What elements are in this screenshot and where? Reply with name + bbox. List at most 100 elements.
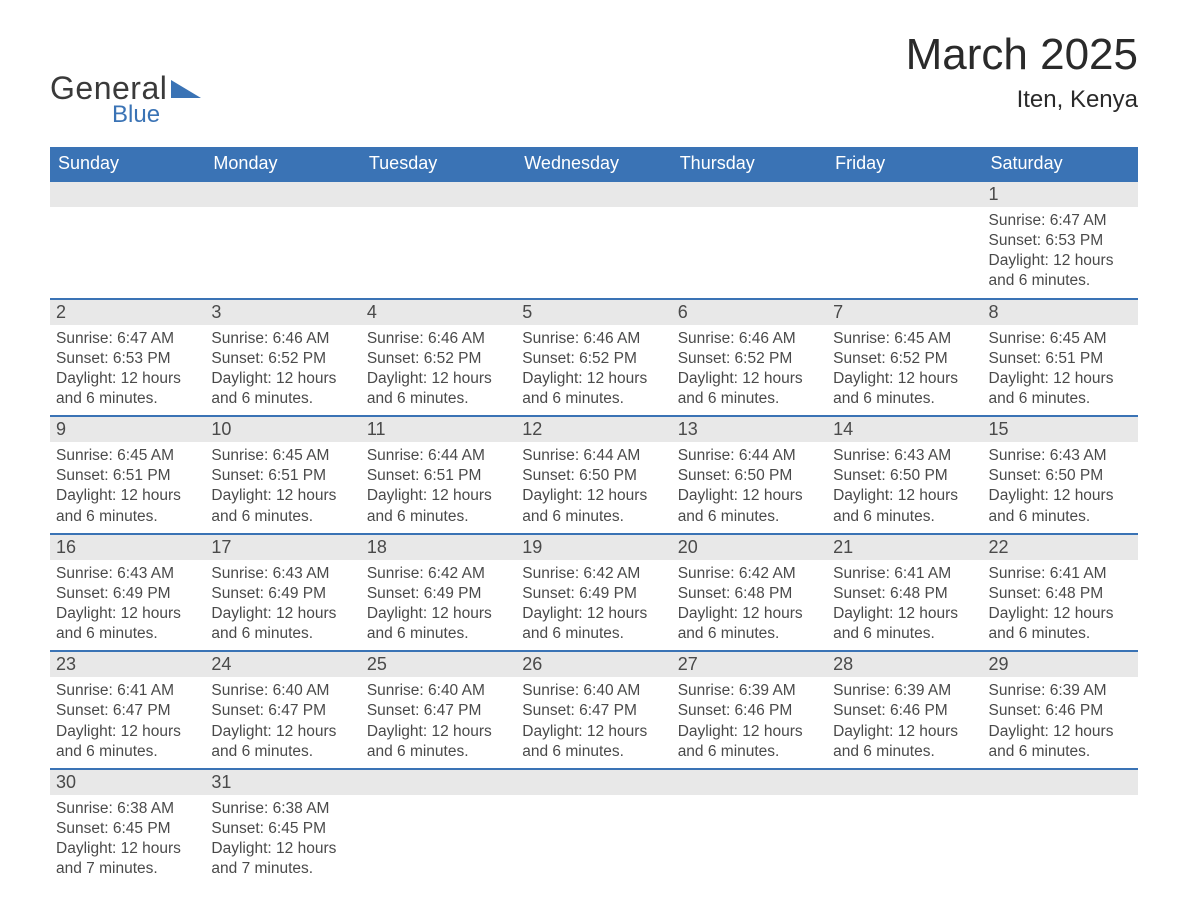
day-number [50, 182, 205, 207]
calendar-day-cell: 30Sunrise: 6:38 AMSunset: 6:45 PMDayligh… [50, 769, 205, 886]
day-body: Sunrise: 6:42 AMSunset: 6:48 PMDaylight:… [672, 560, 827, 651]
daylight-text: Daylight: 12 hours and 6 minutes. [56, 722, 199, 762]
daylight-text: Daylight: 12 hours and 6 minutes. [989, 722, 1132, 762]
brand-blue-text: Blue [112, 101, 160, 129]
day-number: 20 [672, 535, 827, 560]
sunset-text: Sunset: 6:50 PM [678, 466, 821, 486]
calendar-day-cell: 1Sunrise: 6:47 AMSunset: 6:53 PMDaylight… [983, 181, 1138, 299]
sunrise-text: Sunrise: 6:41 AM [989, 564, 1132, 584]
daylight-text: Daylight: 12 hours and 6 minutes. [522, 369, 665, 409]
calendar-day-cell: 9Sunrise: 6:45 AMSunset: 6:51 PMDaylight… [50, 416, 205, 534]
page-header: General Blue March 2025 Iten, Kenya [50, 30, 1138, 129]
day-header: Thursday [672, 147, 827, 181]
sunrise-text: Sunrise: 6:43 AM [833, 446, 976, 466]
daylight-text: Daylight: 12 hours and 6 minutes. [367, 604, 510, 644]
sunrise-text: Sunrise: 6:47 AM [56, 329, 199, 349]
day-header: Sunday [50, 147, 205, 181]
day-body: Sunrise: 6:40 AMSunset: 6:47 PMDaylight:… [516, 677, 671, 768]
calendar-day-cell: 29Sunrise: 6:39 AMSunset: 6:46 PMDayligh… [983, 651, 1138, 769]
calendar-day-cell [983, 769, 1138, 886]
daylight-text: Daylight: 12 hours and 6 minutes. [367, 369, 510, 409]
day-number [827, 182, 982, 207]
day-number: 19 [516, 535, 671, 560]
day-number [205, 182, 360, 207]
day-body: Sunrise: 6:42 AMSunset: 6:49 PMDaylight:… [516, 560, 671, 651]
day-header: Friday [827, 147, 982, 181]
day-body [361, 795, 516, 875]
calendar-day-cell: 4Sunrise: 6:46 AMSunset: 6:52 PMDaylight… [361, 299, 516, 417]
sunset-text: Sunset: 6:52 PM [833, 349, 976, 369]
day-body: Sunrise: 6:46 AMSunset: 6:52 PMDaylight:… [672, 325, 827, 416]
day-number: 26 [516, 652, 671, 677]
calendar-day-cell: 27Sunrise: 6:39 AMSunset: 6:46 PMDayligh… [672, 651, 827, 769]
day-number [361, 770, 516, 795]
daylight-text: Daylight: 12 hours and 6 minutes. [522, 486, 665, 526]
day-header-row: SundayMondayTuesdayWednesdayThursdayFrid… [50, 147, 1138, 181]
sunrise-text: Sunrise: 6:41 AM [56, 681, 199, 701]
title-block: March 2025 Iten, Kenya [906, 30, 1138, 114]
day-number [516, 770, 671, 795]
day-number [361, 182, 516, 207]
daylight-text: Daylight: 12 hours and 6 minutes. [211, 604, 354, 644]
day-body: Sunrise: 6:40 AMSunset: 6:47 PMDaylight:… [361, 677, 516, 768]
daylight-text: Daylight: 12 hours and 6 minutes. [833, 722, 976, 762]
day-body: Sunrise: 6:39 AMSunset: 6:46 PMDaylight:… [827, 677, 982, 768]
sunset-text: Sunset: 6:46 PM [833, 701, 976, 721]
calendar-day-cell: 2Sunrise: 6:47 AMSunset: 6:53 PMDaylight… [50, 299, 205, 417]
sunrise-text: Sunrise: 6:42 AM [522, 564, 665, 584]
day-number: 12 [516, 417, 671, 442]
day-number: 11 [361, 417, 516, 442]
day-body: Sunrise: 6:46 AMSunset: 6:52 PMDaylight:… [205, 325, 360, 416]
calendar-week-row: 16Sunrise: 6:43 AMSunset: 6:49 PMDayligh… [50, 534, 1138, 652]
calendar-day-cell: 15Sunrise: 6:43 AMSunset: 6:50 PMDayligh… [983, 416, 1138, 534]
day-body: Sunrise: 6:43 AMSunset: 6:50 PMDaylight:… [827, 442, 982, 533]
sunrise-text: Sunrise: 6:43 AM [211, 564, 354, 584]
day-number: 14 [827, 417, 982, 442]
calendar-day-cell [361, 181, 516, 299]
day-body: Sunrise: 6:39 AMSunset: 6:46 PMDaylight:… [672, 677, 827, 768]
sunrise-text: Sunrise: 6:40 AM [367, 681, 510, 701]
day-number: 31 [205, 770, 360, 795]
day-number: 4 [361, 300, 516, 325]
calendar-day-cell [205, 181, 360, 299]
daylight-text: Daylight: 12 hours and 6 minutes. [522, 722, 665, 762]
sunset-text: Sunset: 6:52 PM [522, 349, 665, 369]
day-body: Sunrise: 6:44 AMSunset: 6:51 PMDaylight:… [361, 442, 516, 533]
daylight-text: Daylight: 12 hours and 6 minutes. [989, 251, 1132, 291]
calendar-week-row: 1Sunrise: 6:47 AMSunset: 6:53 PMDaylight… [50, 181, 1138, 299]
daylight-text: Daylight: 12 hours and 6 minutes. [989, 486, 1132, 526]
calendar-day-cell: 21Sunrise: 6:41 AMSunset: 6:48 PMDayligh… [827, 534, 982, 652]
day-number [672, 182, 827, 207]
sunrise-text: Sunrise: 6:42 AM [367, 564, 510, 584]
calendar-day-cell [672, 181, 827, 299]
day-body [516, 795, 671, 875]
calendar-day-cell: 11Sunrise: 6:44 AMSunset: 6:51 PMDayligh… [361, 416, 516, 534]
calendar-day-cell: 22Sunrise: 6:41 AMSunset: 6:48 PMDayligh… [983, 534, 1138, 652]
sunrise-text: Sunrise: 6:38 AM [211, 799, 354, 819]
calendar-day-cell [50, 181, 205, 299]
calendar-day-cell [827, 181, 982, 299]
day-header: Monday [205, 147, 360, 181]
day-number: 16 [50, 535, 205, 560]
daylight-text: Daylight: 12 hours and 7 minutes. [56, 839, 199, 879]
day-header: Saturday [983, 147, 1138, 181]
location-title: Iten, Kenya [906, 86, 1138, 114]
sunset-text: Sunset: 6:48 PM [833, 584, 976, 604]
sunrise-text: Sunrise: 6:47 AM [989, 211, 1132, 231]
day-number: 29 [983, 652, 1138, 677]
sunset-text: Sunset: 6:51 PM [56, 466, 199, 486]
day-body [516, 207, 671, 287]
daylight-text: Daylight: 12 hours and 6 minutes. [211, 369, 354, 409]
calendar-day-cell [827, 769, 982, 886]
month-title: March 2025 [906, 30, 1138, 80]
sunrise-text: Sunrise: 6:40 AM [211, 681, 354, 701]
day-number: 27 [672, 652, 827, 677]
calendar-day-cell: 14Sunrise: 6:43 AMSunset: 6:50 PMDayligh… [827, 416, 982, 534]
day-number: 17 [205, 535, 360, 560]
brand-triangle-icon [171, 74, 201, 103]
day-body: Sunrise: 6:44 AMSunset: 6:50 PMDaylight:… [516, 442, 671, 533]
daylight-text: Daylight: 12 hours and 6 minutes. [678, 722, 821, 762]
day-body: Sunrise: 6:46 AMSunset: 6:52 PMDaylight:… [516, 325, 671, 416]
sunset-text: Sunset: 6:50 PM [833, 466, 976, 486]
calendar-day-cell: 19Sunrise: 6:42 AMSunset: 6:49 PMDayligh… [516, 534, 671, 652]
